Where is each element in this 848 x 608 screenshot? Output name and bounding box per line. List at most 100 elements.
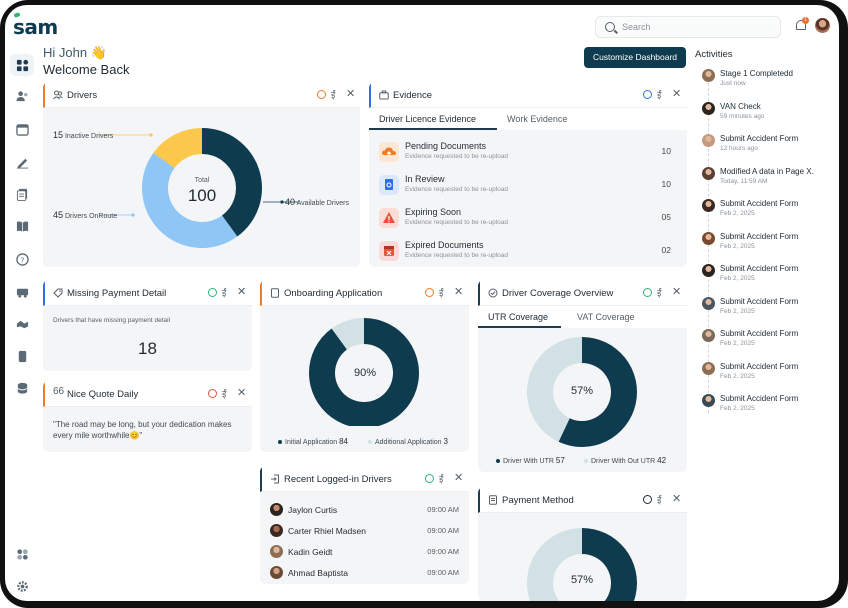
tab-work-evidence[interactable]: Work Evidence [507, 114, 568, 124]
translate-icon[interactable]: ईं [439, 474, 444, 484]
close-icon[interactable]: ✕ [237, 387, 247, 399]
bell-icon[interactable]: 1 [795, 17, 809, 32]
close-icon[interactable]: ✕ [346, 88, 356, 100]
search-box[interactable]: Search [595, 16, 781, 38]
status-icon[interactable] [425, 288, 434, 297]
evidence-row[interactable]: Expired Documents Evidence requested to … [377, 237, 679, 267]
activity-title: Stage 1 Completedd [720, 69, 793, 78]
slice-inactive-drivers[interactable] [153, 128, 202, 169]
calendar-icon[interactable] [15, 122, 29, 136]
slice-additional-application[interactable] [331, 318, 364, 350]
status-icon[interactable] [643, 90, 652, 99]
coverage-tabs: UTR Coverage VAT Coverage [478, 306, 687, 328]
translate-icon[interactable]: ईं [657, 495, 662, 505]
handshake-icon[interactable] [15, 317, 29, 331]
avatar [702, 231, 715, 245]
close-icon[interactable]: ✕ [237, 286, 247, 298]
translate-icon[interactable]: ईं [222, 389, 227, 399]
activity-item[interactable]: Submit Accident Form Feb 2, 2025 [702, 361, 838, 391]
activity-item[interactable]: Modified A data in Page X. Today, 11:59 A… [702, 166, 838, 196]
user-avatar[interactable] [815, 18, 830, 33]
evidence-row-sub: Evidence requested to be re-upload [405, 219, 508, 226]
database-icon[interactable] [15, 381, 29, 395]
evidence-row[interactable]: Expiring Soon Evidence requested to be r… [377, 204, 679, 234]
drivers-card-title: Drivers [67, 90, 98, 101]
legend-label: Driver With UTR [503, 458, 554, 465]
truck-icon[interactable] [15, 285, 29, 299]
status-icon[interactable] [643, 495, 652, 504]
edit-icon[interactable] [15, 155, 29, 169]
evidence-row-count: 10 [661, 146, 671, 156]
apps-icon[interactable] [15, 547, 29, 561]
receipt-icon [489, 495, 497, 505]
translate-icon[interactable]: ईं [657, 90, 662, 100]
documents-icon[interactable] [15, 187, 29, 201]
close-icon[interactable]: ✕ [454, 286, 464, 298]
cloud-upload-icon [379, 142, 399, 162]
evidence-card-title: Evidence [393, 90, 433, 101]
slice-drivers-onroute[interactable] [141, 152, 238, 249]
activity-time: Feb 2, 2025 [720, 405, 755, 412]
file-icon [271, 288, 279, 298]
slice-initial-application[interactable] [309, 318, 419, 426]
activity-title: Submit Accident Form [720, 134, 799, 143]
users-icon[interactable] [15, 89, 29, 103]
driver-row[interactable]: Carter Rhiel Madsen 09:00 AM [268, 521, 461, 541]
customize-dashboard-button[interactable]: Customize Dashboard [584, 47, 686, 68]
activity-item[interactable]: Submit Accident Form Feb 2, 2025 [702, 393, 838, 423]
activity-item[interactable]: Submit Accident Form Feb 2, 2025 [702, 296, 838, 326]
translate-icon[interactable]: ईं [657, 288, 662, 298]
tab-utr-coverage[interactable]: UTR Coverage [488, 312, 549, 322]
activity-item[interactable]: Submit Accident Form Feb 2, 2025 [702, 231, 838, 261]
legend-label: Additional Application [375, 439, 442, 446]
status-icon[interactable] [208, 389, 217, 398]
tab-driver-licence-evidence[interactable]: Driver Licence Evidence [379, 114, 477, 124]
slice-payment-other[interactable] [527, 528, 582, 601]
onboarding-center-value: 90% [353, 367, 377, 379]
activity-item[interactable]: VAN Check 59 minutes ago [702, 101, 838, 131]
close-icon[interactable]: ✕ [454, 472, 464, 484]
status-icon[interactable] [425, 474, 434, 483]
evidence-row[interactable]: Pending Documents Evidence requested to … [377, 138, 679, 168]
phone-icon[interactable] [15, 349, 29, 363]
activity-time: 59 minutes ago [720, 112, 765, 120]
slice-driver-with-utr[interactable] [558, 337, 637, 447]
bell-shape [796, 20, 806, 30]
translate-icon[interactable]: ईं [222, 288, 227, 298]
status-icon[interactable] [317, 90, 326, 99]
activity-time: Feb 2, 2025 [720, 275, 755, 282]
tab-vat-coverage[interactable]: VAT Coverage [577, 312, 635, 322]
activity-item[interactable]: Submit Accident Form Feb 2, 2025 [702, 328, 838, 358]
slice-driver-without-utr[interactable] [527, 337, 582, 442]
settings-icon[interactable] [15, 579, 29, 593]
slice-payment-primary[interactable] [559, 528, 638, 601]
driver-row[interactable]: Jaylon Curtis 09:00 AM [268, 500, 461, 520]
activity-item[interactable]: Submit Accident Form Feb 2, 2025 [702, 198, 838, 228]
legend-label: Driver With Out UTR [591, 458, 656, 465]
activity-item[interactable]: Stage 1 Completedd Just now [702, 68, 838, 98]
activity-item[interactable]: Submit Accident Form 12 hours ago [702, 133, 838, 163]
status-icon[interactable] [208, 288, 217, 297]
close-icon[interactable]: ✕ [672, 493, 682, 505]
status-icon[interactable] [643, 288, 652, 297]
activity-item[interactable]: Submit Accident Form Feb 2, 2025 [702, 263, 838, 293]
help-icon[interactable]: ? [15, 252, 29, 266]
close-icon[interactable]: ✕ [672, 286, 682, 298]
driver-time: 09:00 AM [427, 526, 459, 535]
evidence-row[interactable]: In Review Evidence requested to be re-up… [377, 171, 679, 201]
onboarding-donut-chart [309, 318, 419, 426]
logo[interactable]: sam [13, 12, 58, 39]
driver-row[interactable]: Kadin Geidt 09:00 AM [268, 542, 461, 562]
activity-title: Submit Accident Form [720, 296, 799, 306]
dashboard-icon[interactable] [10, 54, 34, 76]
translate-icon[interactable]: ईं [439, 288, 444, 298]
driver-row[interactable]: Ahmad Baptista 09:00 AM [268, 563, 461, 583]
book-icon[interactable] [15, 219, 29, 233]
coverage-center-value: 57% [570, 385, 594, 397]
translate-icon[interactable]: ईं [331, 90, 336, 100]
close-icon[interactable]: ✕ [672, 88, 682, 100]
activity-title: Submit Accident Form [720, 199, 799, 208]
tag-icon [53, 288, 63, 298]
activity-title: VAN Check [720, 101, 761, 111]
slice-available-drivers[interactable] [202, 128, 262, 237]
